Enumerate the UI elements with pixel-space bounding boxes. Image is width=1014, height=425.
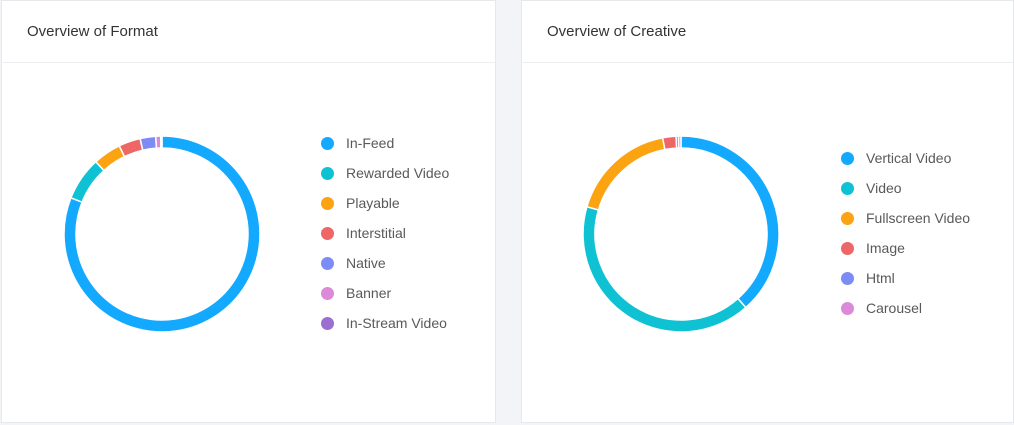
legend-item-in-feed[interactable]: In-Feed	[321, 128, 449, 158]
legend-label: Carousel	[866, 300, 923, 316]
legend-marker-icon	[841, 271, 854, 285]
legend-label: Fullscreen Video	[866, 210, 971, 226]
legend-item-vertical-video[interactable]: Vertical Video	[841, 143, 970, 173]
legend-marker-icon	[321, 196, 334, 210]
legend-label: Banner	[346, 285, 392, 301]
slice-carousel[interactable]	[677, 135, 682, 149]
legend-label: Html	[866, 270, 895, 286]
format-card: Overview of Format In-Feed Rewarded Video…	[1, 0, 496, 423]
legend-label: Rewarded Video	[346, 165, 450, 181]
legend-marker-icon	[321, 256, 334, 270]
legend-item-rewarded-video[interactable]: Rewarded Video	[321, 158, 449, 188]
slice-in-stream-video[interactable]	[159, 135, 163, 149]
slice-fullscreen-video[interactable]	[585, 136, 666, 211]
creative-card: Overview of Creative Vertical Video Video…	[521, 0, 1014, 423]
legend-label: Interstitial	[346, 225, 406, 241]
creative-donut-chart	[582, 135, 780, 333]
legend-item-image[interactable]: Image	[841, 233, 970, 263]
legend-marker-icon	[841, 181, 854, 195]
format-donut-chart	[63, 135, 261, 333]
legend-label: Playable	[346, 195, 400, 211]
legend-marker-icon	[841, 151, 854, 165]
slice-interstitial[interactable]	[118, 137, 144, 158]
legend-marker-icon	[321, 226, 334, 240]
slice-video[interactable]	[582, 205, 747, 333]
legend-item-native[interactable]: Native	[321, 248, 449, 278]
slice-playable[interactable]	[94, 144, 126, 172]
legend-label: Native	[346, 255, 386, 271]
slice-native[interactable]	[139, 135, 158, 152]
legend-marker-icon	[841, 241, 854, 255]
legend-item-fullscreen-video[interactable]: Fullscreen Video	[841, 203, 970, 233]
slice-rewarded-video[interactable]	[69, 160, 106, 204]
legend-marker-icon	[841, 211, 854, 225]
format-legend: In-Feed Rewarded Video Playable Interstitia…	[321, 128, 449, 338]
creative-legend: Vertical Video Video Fullscreen Video Image…	[841, 143, 970, 323]
legend-marker-icon	[321, 136, 334, 150]
legend-item-banner[interactable]: Banner	[321, 278, 449, 308]
legend-label: In-Stream Video	[346, 315, 447, 331]
slice-image[interactable]	[661, 135, 678, 151]
legend-label: In-Feed	[346, 135, 395, 151]
slice-vertical-video[interactable]	[680, 135, 780, 309]
legend-label: Image	[866, 240, 905, 256]
legend-label: Video	[866, 180, 902, 196]
legend-item-video[interactable]: Video	[841, 173, 970, 203]
legend-item-html[interactable]: Html	[841, 263, 970, 293]
legend-label: Vertical Video	[866, 150, 952, 166]
format-card-title: Overview of Format	[2, 1, 495, 63]
legend-item-interstitial[interactable]: Interstitial	[321, 218, 449, 248]
legend-marker-icon	[841, 301, 854, 315]
legend-item-in-stream-video[interactable]: In-Stream Video	[321, 308, 449, 338]
legend-item-playable[interactable]: Playable	[321, 188, 449, 218]
legend-marker-icon	[321, 316, 334, 330]
legend-marker-icon	[321, 166, 334, 180]
creative-card-title: Overview of Creative	[522, 1, 1013, 63]
legend-marker-icon	[321, 286, 334, 300]
legend-item-carousel[interactable]: Carousel	[841, 293, 970, 323]
